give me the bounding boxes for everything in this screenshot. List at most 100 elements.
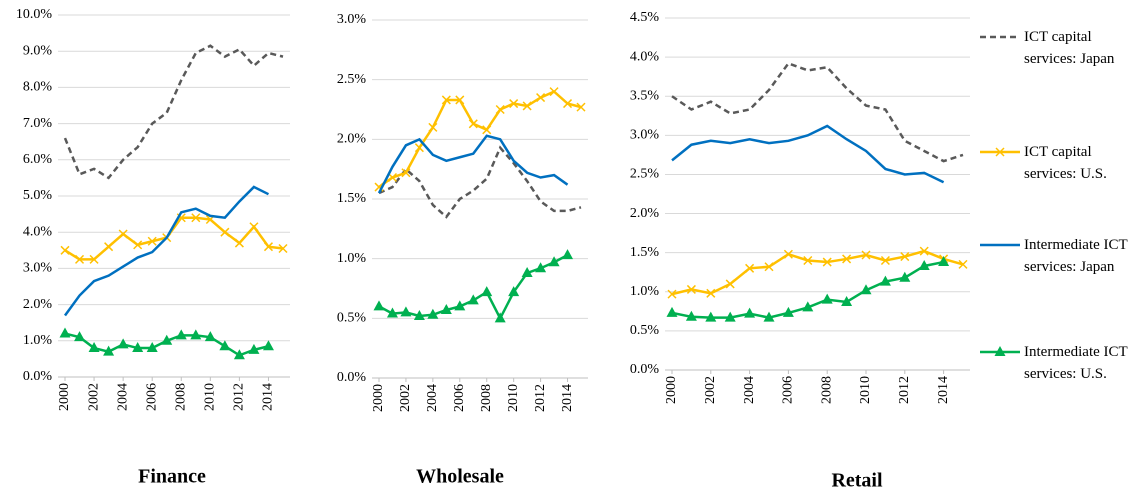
point-marker (994, 346, 1006, 356)
point-marker (386, 307, 398, 318)
point-marker (666, 306, 678, 317)
point-marker (175, 329, 187, 340)
point-marker (441, 95, 451, 105)
point-marker (667, 289, 677, 299)
marker-stroke (783, 249, 793, 259)
point-marker (508, 286, 520, 297)
point-marker (725, 279, 735, 289)
marker-stroke (441, 95, 451, 105)
point-marker (958, 259, 968, 269)
point-marker (706, 288, 716, 298)
series-line (671, 124, 945, 184)
series-line (378, 90, 582, 189)
series-line (671, 249, 964, 296)
x-tick-label: 2014 (560, 384, 575, 412)
marker-stroke (234, 238, 244, 248)
point-marker (763, 311, 775, 322)
series-line (63, 44, 284, 180)
point-marker (59, 327, 71, 338)
point-marker (860, 284, 872, 295)
point-marker (455, 95, 465, 105)
y-tick-label: 0.5% (630, 323, 660, 338)
y-tick-label: 2.5% (630, 167, 660, 182)
point-marker (563, 99, 573, 109)
point-marker (481, 286, 493, 297)
x-tick-label: 2010 (506, 384, 521, 412)
x-tick-label: 2000 (57, 383, 72, 411)
point-marker (535, 262, 547, 273)
x-tick-label: 2006 (452, 384, 467, 412)
point-marker (454, 300, 466, 311)
x-tick-label: 2002 (398, 384, 413, 412)
point-marker (220, 227, 230, 237)
marker-stroke (428, 122, 438, 132)
point-marker (494, 312, 506, 323)
point-marker (401, 168, 411, 178)
panel-title: Retail (831, 470, 883, 492)
point-marker (938, 256, 950, 267)
x-tick-label: 2004 (115, 383, 130, 411)
point-marker (821, 293, 833, 304)
point-marker (842, 254, 852, 264)
marker-stroke (686, 284, 696, 294)
point-marker (468, 119, 478, 129)
x-tick-label: 2014 (936, 376, 951, 404)
point-marker (440, 303, 452, 314)
marker-stroke (60, 245, 70, 255)
y-tick-label: 0.5% (337, 311, 367, 326)
point-marker (233, 349, 245, 360)
point-marker (219, 340, 231, 351)
point-marker (900, 252, 910, 262)
point-marker (536, 93, 546, 103)
point-marker (802, 301, 814, 312)
point-marker (744, 307, 756, 318)
marker-stroke (104, 242, 114, 252)
y-tick-label: 1.0% (23, 333, 53, 348)
point-marker (132, 342, 144, 353)
marker-stroke (842, 254, 852, 264)
y-tick-label: 1.0% (630, 284, 660, 299)
x-tick-label: 2004 (742, 376, 757, 404)
x-tick-label: 2000 (371, 384, 386, 412)
point-marker (918, 259, 930, 270)
marker-stroke (822, 257, 832, 267)
panel-title: Wholesale (416, 466, 504, 488)
point-marker (562, 249, 574, 260)
marker-stroke (803, 255, 813, 266)
legend-label: Intermediate ICT services: U.S. (1024, 344, 1128, 382)
x-tick-label: 2000 (664, 376, 679, 404)
marker-stroke (861, 250, 871, 260)
x-tick-label: 2006 (781, 376, 796, 404)
point-marker (373, 300, 385, 311)
marker-stroke (387, 172, 397, 183)
marker-stroke (958, 259, 968, 269)
y-tick-label: 9.0% (23, 43, 53, 58)
point-marker (104, 242, 114, 252)
x-tick-label: 2008 (173, 383, 188, 411)
marker-stroke (414, 143, 424, 153)
point-marker (783, 249, 793, 259)
point-marker (75, 254, 85, 264)
marker-stroke (220, 227, 230, 237)
point-marker (899, 271, 911, 282)
x-tick-label: 2010 (203, 383, 218, 411)
point-marker (803, 255, 813, 266)
series-line (671, 61, 964, 163)
point-marker (549, 87, 559, 97)
point-marker (60, 245, 70, 255)
series-line (63, 185, 270, 317)
point-marker (248, 343, 260, 354)
point-marker (427, 308, 439, 319)
x-tick-label: 2004 (425, 384, 440, 412)
y-tick-label: 4.5% (630, 10, 660, 25)
point-marker (841, 295, 853, 306)
point-marker (190, 329, 202, 340)
point-marker (822, 257, 832, 267)
point-marker (117, 338, 129, 349)
point-marker (764, 262, 774, 272)
y-tick-label: 10.0% (16, 7, 53, 22)
point-marker (263, 242, 273, 252)
marker-stroke (536, 93, 546, 103)
point-marker (118, 229, 128, 239)
